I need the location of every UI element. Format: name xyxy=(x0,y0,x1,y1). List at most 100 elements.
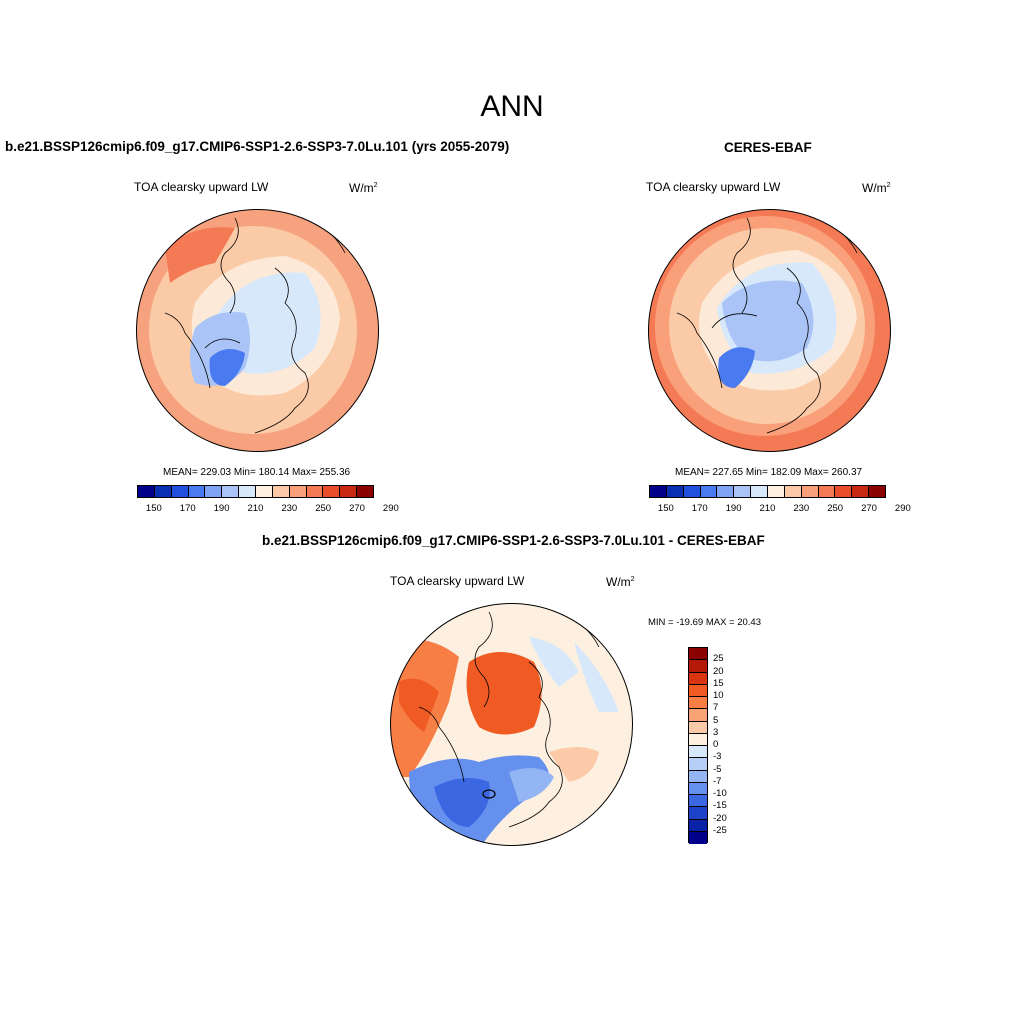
panel3-colorbar xyxy=(688,647,708,844)
colorbar-swatch xyxy=(689,684,707,697)
colorbar-swatch xyxy=(323,486,341,497)
colorbar-tick-label: 170 xyxy=(179,503,196,514)
colorbar-tick-label: 20 xyxy=(713,665,724,677)
colorbar-tick-label: 10 xyxy=(713,690,724,701)
colorbar-swatch xyxy=(683,486,701,497)
colorbar-tick-label: 190 xyxy=(725,503,742,514)
panel2-colorbar xyxy=(649,485,886,498)
main-title: ANN xyxy=(480,90,544,123)
colorbar-swatch xyxy=(852,486,870,497)
panel1-warm-pacific xyxy=(165,227,235,283)
colorbar-swatch xyxy=(650,486,667,497)
colorbar-swatch xyxy=(689,795,707,808)
colorbar-swatch xyxy=(768,486,785,497)
colorbar-swatch xyxy=(340,486,358,497)
colorbar-tick-label: 250 xyxy=(315,503,332,514)
panel2-arctic-cool xyxy=(722,280,814,362)
colorbar-swatch xyxy=(689,648,707,661)
colorbar-tick-label: 25 xyxy=(713,653,724,665)
colorbar-swatch xyxy=(138,486,155,497)
colorbar-swatch xyxy=(222,486,240,497)
colorbar-tick-label: 170 xyxy=(691,503,708,514)
colorbar-tick-label: -10 xyxy=(713,788,727,799)
panel2-greenland-core xyxy=(718,347,755,388)
colorbar-swatch xyxy=(171,486,189,497)
panel3-colorbar-ticks: 25 20 15 10 7 5 3 0 -3 -5 -7 -10 -15 -20 -25 xyxy=(713,647,753,843)
colorbar-tick-label: 270 xyxy=(861,503,877,514)
colorbar-tick-label: 290 xyxy=(894,503,911,514)
colorbar-swatch xyxy=(818,486,836,497)
panel1-map-border xyxy=(136,209,379,452)
panel2-colorbar-ticks: 150 170 190 210 230 250 270 290 xyxy=(649,503,911,515)
panel2-variable-label: TOA clearsky upward LW xyxy=(646,180,781,194)
colorbar-tick-label: 230 xyxy=(793,503,810,514)
panel3-coastline xyxy=(474,611,493,708)
panel3-units: W/m2 xyxy=(606,575,635,589)
colorbar-tick-label: 15 xyxy=(713,677,724,689)
panel3-variable-label: TOA clearsky upward LW xyxy=(390,574,525,588)
colorbar-swatch xyxy=(239,486,257,497)
colorbar-swatch xyxy=(289,486,307,497)
colorbar-swatch xyxy=(306,486,324,497)
colorbar-swatch xyxy=(689,697,707,710)
colorbar-swatch xyxy=(357,486,374,497)
colorbar-swatch xyxy=(801,486,819,497)
colorbar-swatch xyxy=(689,819,707,832)
panel3-polar-map xyxy=(390,603,633,846)
colorbar-swatch xyxy=(205,486,223,497)
colorbar-swatch xyxy=(835,486,853,497)
colorbar-swatch xyxy=(256,486,273,497)
panel3-title: b.e21.BSSP126cmip6.f09_g17.CMIP6-SSP1-2.… xyxy=(262,533,765,548)
colorbar-tick-label: 230 xyxy=(281,503,298,514)
colorbar-swatch xyxy=(717,486,735,497)
colorbar-tick-label: 190 xyxy=(213,503,230,514)
colorbar-swatch xyxy=(689,672,707,685)
colorbar-swatch xyxy=(784,486,802,497)
panel1-variable-label: TOA clearsky upward LW xyxy=(134,180,269,194)
panel1-colorbar xyxy=(137,485,374,498)
colorbar-swatch xyxy=(751,486,769,497)
panel2-polar-map xyxy=(648,209,891,452)
colorbar-swatch xyxy=(689,770,707,783)
colorbar-swatch xyxy=(689,782,707,795)
panel3-minmax: MIN = -19.69 MAX = 20.43 xyxy=(648,617,762,628)
colorbar-swatch xyxy=(689,746,707,759)
panel2-map-border xyxy=(648,209,891,452)
colorbar-swatch xyxy=(154,486,172,497)
panel1-coastline xyxy=(220,217,239,314)
panel1-colorbar-ticks: 150 170 190 210 230 250 270 290 xyxy=(137,503,399,515)
colorbar-tick-label: -5 xyxy=(713,763,722,775)
colorbar-tick-label: 210 xyxy=(247,503,264,514)
colorbar-swatch xyxy=(689,831,707,844)
colorbar-tick-label: -25 xyxy=(713,824,727,836)
colorbar-swatch xyxy=(734,486,752,497)
colorbar-swatch xyxy=(666,486,684,497)
colorbar-tick-label: -3 xyxy=(713,751,722,763)
colorbar-swatch xyxy=(689,733,707,746)
colorbar-tick-label: 250 xyxy=(827,503,844,514)
colorbar-swatch xyxy=(689,807,707,820)
panel1-units: W/m2 xyxy=(349,181,378,195)
colorbar-tick-label: 150 xyxy=(145,503,162,514)
panel3-warm-arctic xyxy=(466,652,542,735)
panel2-title: CERES-EBAF xyxy=(724,140,812,155)
colorbar-tick-label: 290 xyxy=(382,503,399,514)
colorbar-tick-label: 150 xyxy=(657,503,674,514)
colorbar-swatch xyxy=(689,758,707,771)
panel3-cool-core xyxy=(434,778,490,827)
panel1-polar-map xyxy=(136,209,379,452)
panel2-coastline xyxy=(732,217,751,314)
panel2-units: W/m2 xyxy=(862,181,891,195)
colorbar-swatch xyxy=(869,486,886,497)
colorbar-tick-label: 0 xyxy=(713,739,719,750)
colorbar-swatch xyxy=(700,486,718,497)
colorbar-tick-label: -20 xyxy=(713,812,727,824)
colorbar-tick-label: -7 xyxy=(713,775,722,787)
colorbar-tick-label: -15 xyxy=(713,800,727,812)
colorbar-swatch xyxy=(272,486,290,497)
colorbar-tick-label: 210 xyxy=(759,503,776,514)
colorbar-swatch xyxy=(689,660,707,673)
colorbar-tick-label: 7 xyxy=(713,702,719,714)
colorbar-tick-label: 3 xyxy=(713,726,719,738)
panel1-greenland-core xyxy=(209,349,245,386)
